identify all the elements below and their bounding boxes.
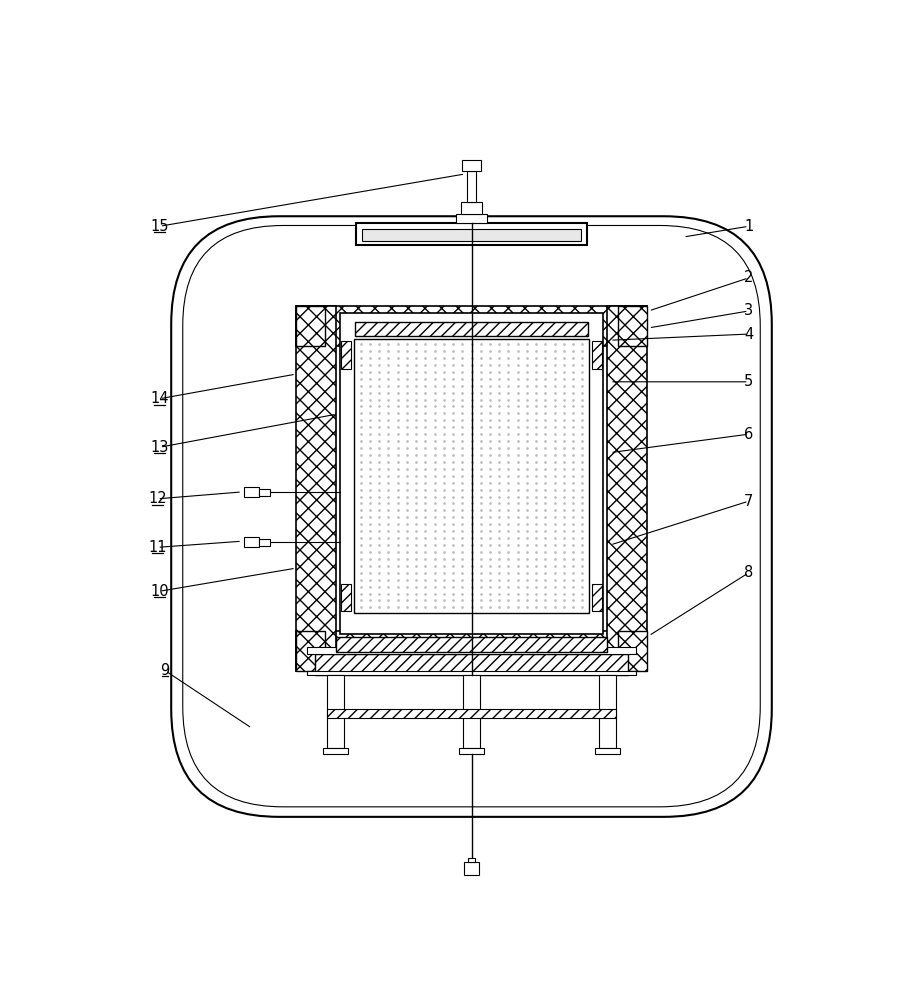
Bar <box>462 675 480 748</box>
Bar <box>598 675 616 748</box>
Bar <box>339 312 603 634</box>
Bar <box>296 306 335 671</box>
Text: 3: 3 <box>743 303 753 318</box>
Bar <box>323 748 347 754</box>
Bar <box>326 709 616 718</box>
Bar <box>244 537 259 547</box>
Bar <box>362 229 580 241</box>
Text: 1: 1 <box>743 219 753 234</box>
Bar <box>244 487 259 497</box>
Bar <box>595 748 619 754</box>
Bar <box>461 160 481 171</box>
Text: 7: 7 <box>743 494 753 509</box>
Text: 9: 9 <box>160 663 169 678</box>
Bar <box>296 631 324 671</box>
FancyBboxPatch shape <box>171 216 771 817</box>
Bar <box>307 647 635 654</box>
Bar <box>356 223 586 245</box>
Bar <box>591 584 601 611</box>
Bar <box>335 637 607 652</box>
Bar <box>296 631 646 671</box>
Bar <box>259 539 269 546</box>
Bar <box>341 341 351 369</box>
Text: 8: 8 <box>743 565 753 580</box>
Text: 10: 10 <box>150 584 169 599</box>
Bar <box>607 306 646 671</box>
Bar <box>353 339 589 613</box>
Bar <box>463 862 479 875</box>
Bar <box>618 306 646 346</box>
Bar <box>315 654 627 675</box>
Bar <box>456 214 486 223</box>
Bar <box>461 202 481 214</box>
Text: 4: 4 <box>743 327 753 342</box>
Bar <box>355 322 587 336</box>
Bar <box>341 584 351 611</box>
Bar <box>591 341 601 369</box>
Bar <box>296 306 646 346</box>
Text: 14: 14 <box>150 391 169 406</box>
Text: 15: 15 <box>150 219 169 234</box>
Text: 6: 6 <box>743 427 753 442</box>
Text: 11: 11 <box>148 540 166 555</box>
Bar <box>296 306 324 346</box>
Bar <box>466 171 476 202</box>
Bar <box>618 631 646 671</box>
Bar <box>307 671 635 675</box>
FancyBboxPatch shape <box>183 225 759 807</box>
Text: 13: 13 <box>151 440 169 455</box>
Bar <box>259 489 269 496</box>
Text: 2: 2 <box>743 270 753 285</box>
Bar <box>326 675 344 748</box>
Text: 12: 12 <box>148 491 166 506</box>
Bar <box>467 858 475 862</box>
Text: 5: 5 <box>743 374 753 389</box>
Bar <box>459 748 483 754</box>
